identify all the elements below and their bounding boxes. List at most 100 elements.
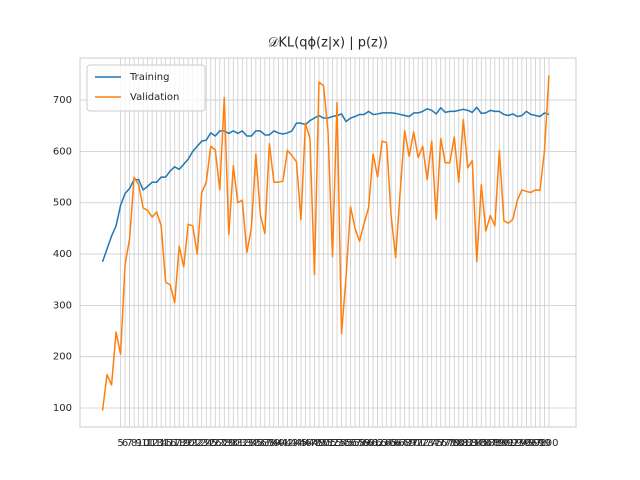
x-tick-label: 83 xyxy=(466,438,479,449)
x-tick-label: 36 xyxy=(254,438,267,449)
x-tick-label: 57 xyxy=(349,438,362,449)
y-tick-label: 100 xyxy=(53,403,72,414)
x-tick-label: 71 xyxy=(412,438,425,449)
x-tick-label: 9 xyxy=(135,438,141,449)
y-tick-label: 600 xyxy=(53,146,72,157)
x-tick-label: 6 xyxy=(122,438,128,449)
x-tick-label: 26 xyxy=(209,438,222,449)
x-tick-label: 15 xyxy=(159,438,172,449)
x-tick-label: 82 xyxy=(461,438,474,449)
x-tick-label: 20 xyxy=(182,438,195,449)
x-tick-label: 18 xyxy=(173,438,186,449)
y-tick-label: 200 xyxy=(53,352,72,363)
y-tick-label: 700 xyxy=(53,95,72,106)
x-tick-label: 53 xyxy=(331,438,344,449)
x-tick-label: 17 xyxy=(168,438,181,449)
x-tick-label: 43 xyxy=(286,438,299,449)
x-tick-label: 87 xyxy=(484,438,497,449)
x-tick-label: 29 xyxy=(222,438,235,449)
legend-label: Training xyxy=(129,72,169,83)
legend-label: Validation xyxy=(130,92,179,103)
x-tick-label: 79 xyxy=(448,438,461,449)
x-tick-label: 76 xyxy=(434,438,447,449)
x-tick-label: 90 xyxy=(497,438,510,449)
x-tick-label: 60 xyxy=(362,438,375,449)
x-tick-label: 97 xyxy=(529,438,542,449)
plot-frame xyxy=(79,57,577,428)
y-tick-label: 500 xyxy=(53,198,72,209)
x-tick-label: 96 xyxy=(525,438,538,449)
x-tick-label: 67 xyxy=(394,438,407,449)
x-tick-label: 7 xyxy=(126,438,132,449)
x-tick-label: 34 xyxy=(245,438,258,449)
x-tick-label: 98 xyxy=(534,438,547,449)
x-tick-label: 32 xyxy=(236,438,249,449)
x-tick-label: 75 xyxy=(430,438,443,449)
x-tick-label: 99 xyxy=(538,438,551,449)
x-tick-label: 10 xyxy=(137,438,150,449)
x-tick-label: 86 xyxy=(479,438,492,449)
x-tick-label: 73 xyxy=(421,438,434,449)
x-tick-label: 88 xyxy=(488,438,501,449)
x-tick-label: 28 xyxy=(218,438,231,449)
x-tick-label: 30 xyxy=(227,438,240,449)
x-tick-label: 62 xyxy=(371,438,384,449)
x-tick-label: 46 xyxy=(299,438,312,449)
x-tick-label: 49 xyxy=(313,438,326,449)
series-line xyxy=(101,75,550,411)
y-tick-label: 300 xyxy=(53,300,72,311)
x-tick-label: 14 xyxy=(155,438,168,449)
x-tick-label: 45 xyxy=(295,438,308,449)
x-tick-label: 21 xyxy=(186,438,199,449)
y-tick-label: 400 xyxy=(53,249,72,260)
x-tick-label: 12 xyxy=(146,438,159,449)
x-tick-label: 85 xyxy=(475,438,488,449)
x-tick-label: 54 xyxy=(335,438,348,449)
x-tick-label: 24 xyxy=(200,438,213,449)
x-tick-label: 13 xyxy=(150,438,163,449)
chart-title: 𝒟KL(qϕ(z|x) | p(z)) xyxy=(268,36,388,51)
x-tick-label: 16 xyxy=(164,438,177,449)
x-tick-label: 11 xyxy=(141,438,154,449)
x-tick-label: 92 xyxy=(507,438,520,449)
x-tick-label: 80 xyxy=(452,438,465,449)
x-tick-label: 84 xyxy=(470,438,483,449)
x-tick-label: 23 xyxy=(195,438,208,449)
x-tick-label: 61 xyxy=(367,438,380,449)
x-tick-label: 100 xyxy=(539,438,558,449)
x-tick-label: 31 xyxy=(231,438,244,449)
x-tick-label: 38 xyxy=(263,438,276,449)
series-line xyxy=(101,106,550,262)
x-tick-label: 33 xyxy=(240,438,253,449)
x-tick-label: 27 xyxy=(213,438,226,449)
x-tick-label: 66 xyxy=(389,438,402,449)
x-tick-label: 5 xyxy=(117,438,123,449)
x-tick-label: 22 xyxy=(191,438,204,449)
x-tick-label: 63 xyxy=(376,438,389,449)
x-tick-label: 59 xyxy=(358,438,371,449)
x-tick-label: 68 xyxy=(398,438,411,449)
x-tick-label: 93 xyxy=(511,438,524,449)
x-tick-label: 70 xyxy=(407,438,420,449)
x-tick-label: 55 xyxy=(340,438,353,449)
x-tick-label: 37 xyxy=(259,438,272,449)
x-tick-label: 52 xyxy=(326,438,339,449)
x-tick-label: 69 xyxy=(403,438,416,449)
x-tick-label: 19 xyxy=(177,438,190,449)
x-tick-label: 72 xyxy=(416,438,429,449)
x-tick-label: 25 xyxy=(204,438,217,449)
x-tick-label: 8 xyxy=(131,438,137,449)
x-tick-label: 47 xyxy=(304,438,317,449)
x-tick-label: 95 xyxy=(520,438,533,449)
x-tick-label: 89 xyxy=(493,438,506,449)
x-tick-label: 81 xyxy=(457,438,470,449)
x-tick-label: 48 xyxy=(308,438,321,449)
x-tick-label: 40 xyxy=(272,438,285,449)
x-tick-label: 78 xyxy=(443,438,456,449)
x-tick-label: 35 xyxy=(249,438,262,449)
x-tick-label: 44 xyxy=(290,438,303,449)
x-tick-label: 64 xyxy=(380,438,393,449)
x-tick-label: 39 xyxy=(268,438,281,449)
x-tick-label: 51 xyxy=(322,438,335,449)
